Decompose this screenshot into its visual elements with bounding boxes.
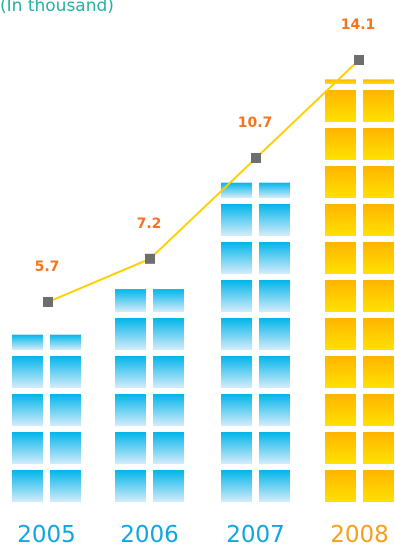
- bar-tile-2008-15: [363, 204, 394, 236]
- bar-tile-2008-5: [363, 394, 394, 426]
- trend-line: [47, 59, 360, 303]
- bar-tile-2005-5: [50, 394, 81, 426]
- trend-marker-2008: [354, 55, 364, 65]
- bars-group: [12, 79, 394, 502]
- bar-tile-2007-14: [221, 204, 252, 236]
- bar-tile-2006-0: [115, 470, 146, 502]
- bar-tile-2008-10: [325, 280, 356, 312]
- bar-tile-2007-2: [221, 432, 252, 464]
- bar-tile-2008-22: [325, 79, 356, 84]
- bar-tile-2007-13: [259, 242, 290, 274]
- bar-tile-2005-2: [12, 432, 43, 464]
- trend-marker-2007: [251, 153, 261, 163]
- bar-tile-2008-4: [325, 394, 356, 426]
- bar-tile-2007-0: [221, 470, 252, 502]
- bar-tile-2007-6: [221, 356, 252, 388]
- bar-tile-2005-4: [12, 394, 43, 426]
- bar-tile-2008-7: [363, 356, 394, 388]
- bar-tile-2008-8: [325, 318, 356, 350]
- trend-marker-2005: [43, 297, 53, 307]
- bar-tile-2006-4: [115, 394, 146, 426]
- bar-tile-2008-12: [325, 242, 356, 274]
- bar-tile-2005-1: [50, 470, 81, 502]
- bar-tile-2005-8: [12, 334, 43, 350]
- bar-tile-2008-3: [363, 432, 394, 464]
- bar-tile-2006-3: [153, 432, 184, 464]
- data-label-2005: 5.7: [35, 259, 60, 275]
- bar-tile-2007-17: [259, 182, 290, 198]
- bar-tile-2008-19: [363, 128, 394, 160]
- bar-tile-2005-7: [50, 356, 81, 388]
- bar-tile-2006-8: [115, 318, 146, 350]
- bar-tile-2007-10: [221, 280, 252, 312]
- bar-tile-2007-11: [259, 280, 290, 312]
- bar-tile-2008-17: [363, 166, 394, 198]
- bar-tile-2008-21: [363, 90, 394, 122]
- bar-tile-2006-1: [153, 470, 184, 502]
- bar-tile-2007-15: [259, 204, 290, 236]
- bar-tile-2008-0: [325, 470, 356, 502]
- data-label-2007: 10.7: [238, 115, 273, 131]
- bar-tile-2007-8: [221, 318, 252, 350]
- bar-tile-2007-1: [259, 470, 290, 502]
- trend-marker-2006: [145, 253, 155, 264]
- bar-tile-2008-23: [363, 79, 394, 84]
- trend-line-group: [43, 55, 364, 307]
- bar-tile-2005-9: [50, 334, 81, 350]
- bar-tile-2007-4: [221, 394, 252, 426]
- data-label-2008: 14.1: [341, 17, 376, 33]
- bar-tile-2007-7: [259, 356, 290, 388]
- bar-tile-2008-2: [325, 432, 356, 464]
- bar-tile-2007-16: [221, 182, 252, 198]
- labels-group: 2005 2006 2007 2008 5.7 7.2 10.7 14.1: [17, 17, 389, 548]
- bar-tile-2006-6: [115, 356, 146, 388]
- bar-tile-2008-6: [325, 356, 356, 388]
- x-tick-label-2007: 2007: [226, 522, 285, 548]
- bar-tile-2008-14: [325, 204, 356, 236]
- x-tick-label-2005: 2005: [17, 522, 76, 548]
- bar-tile-2008-11: [363, 280, 394, 312]
- bar-tile-2005-6: [12, 356, 43, 388]
- chart-subtitle: (In thousand): [0, 0, 114, 16]
- bar-tile-2007-12: [221, 242, 252, 274]
- bar-tile-2007-9: [259, 318, 290, 350]
- bar-tile-2008-16: [325, 166, 356, 198]
- bar-tile-2006-9: [153, 318, 184, 350]
- bar-tile-2006-11: [153, 289, 184, 312]
- data-label-2006: 7.2: [137, 216, 162, 232]
- bar-tile-2008-13: [363, 242, 394, 274]
- bar-tile-2008-18: [325, 128, 356, 160]
- bar-tile-2008-9: [363, 318, 394, 350]
- bar-tile-2007-5: [259, 394, 290, 426]
- bar-tile-2006-5: [153, 394, 184, 426]
- x-tick-label-2008: 2008: [330, 522, 389, 548]
- bar-tile-2008-1: [363, 470, 394, 502]
- bar-tile-2008-20: [325, 90, 356, 122]
- bar-tile-2006-10: [115, 289, 146, 312]
- bar-tile-2006-7: [153, 356, 184, 388]
- bar-tile-2007-3: [259, 432, 290, 464]
- bar-tile-2005-3: [50, 432, 81, 464]
- bar-tile-2005-0: [12, 470, 43, 502]
- x-tick-label-2006: 2006: [120, 522, 179, 548]
- bar-tile-2006-2: [115, 432, 146, 464]
